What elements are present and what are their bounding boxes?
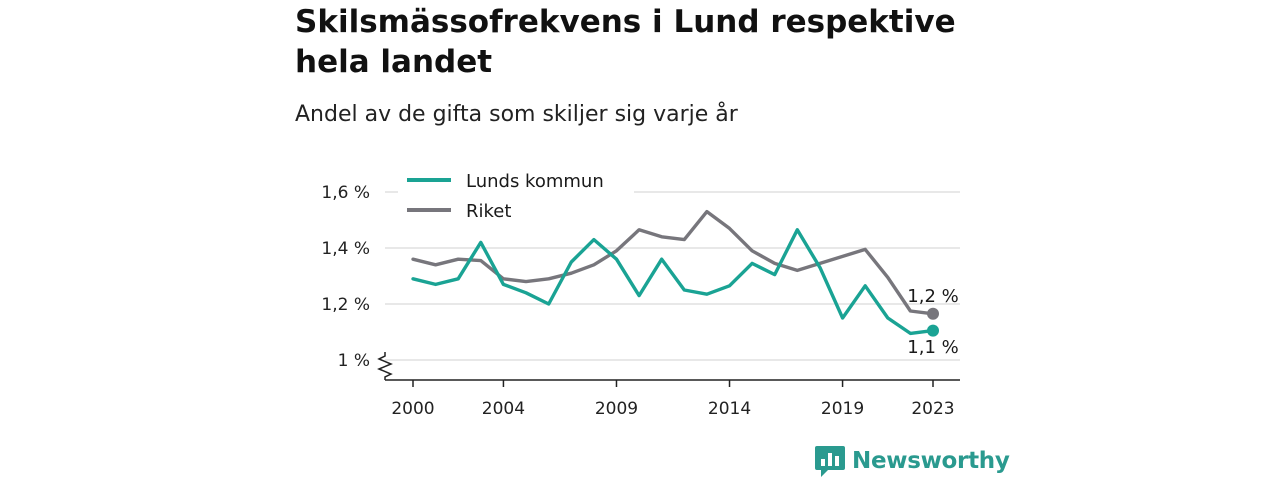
legend-label: Lunds kommun [466,171,604,192]
series-line-lunds-kommun [411,228,935,336]
newsworthy-logo-text: Newsworthy [852,448,1010,474]
x-tick-label: 2014 [708,399,751,419]
x-tick-label: 2000 [391,399,434,419]
y-tick-label: 1 % [338,351,370,371]
legend-label: Riket [466,201,511,222]
end-label-lunds-kommun: 1,1 % [907,337,958,358]
legend-background [398,162,634,228]
y-tick-label: 1,4 % [321,239,370,259]
end-point-lunds-kommun [927,324,939,337]
end-point-riket [927,307,939,320]
newsworthy-logo-icon [815,446,845,477]
newsworthy-logo: Newsworthy [814,444,1010,478]
chart-subtitle: Andel av de gifta som skiljer sig varje … [295,102,738,127]
x-tick-label: 2004 [482,399,525,419]
y-tick-label: 1,6 % [321,183,370,203]
x-tick-label: 2023 [911,399,954,419]
series-lines [411,209,939,337]
x-tick-label: 2009 [595,399,638,419]
chart-title: Skilsmässofrekvens i Lund respektive hel… [295,4,956,80]
y-tick-label: 1,2 % [321,295,370,315]
end-labels: 1,1 % 1,2 % [907,286,958,358]
legend: Lunds kommun Riket [398,162,634,228]
x-tick-label: 2019 [821,399,864,419]
axes: 1 % 1,2 % 1,4 % 1,6 % 2000 2004 2009 2014 2019 20… [321,183,960,419]
end-label-riket: 1,2 % [907,286,958,307]
y-axis-break-icon [377,352,393,380]
